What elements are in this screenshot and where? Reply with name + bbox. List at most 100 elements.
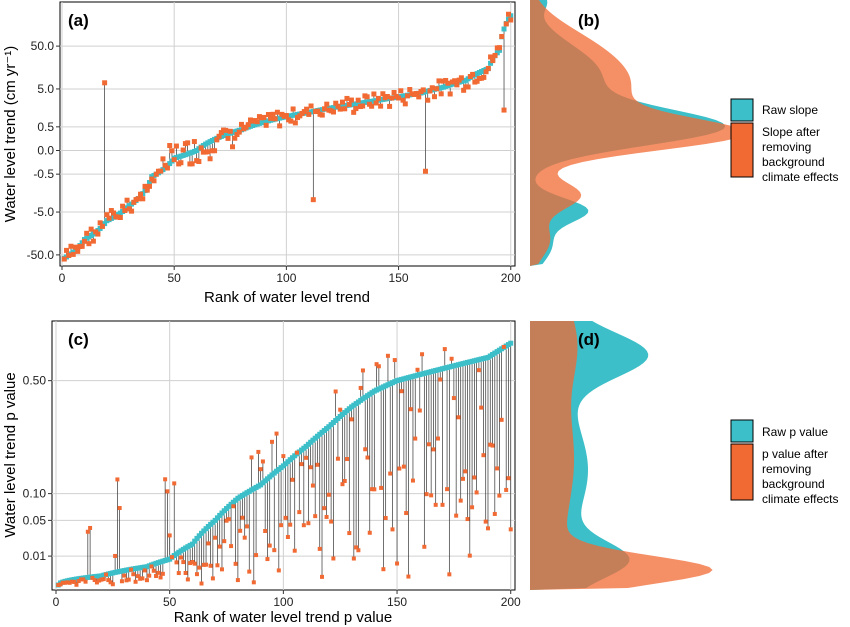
panel-c-adjusted-point <box>233 561 238 566</box>
panel-c-xtick-label-3: 150 <box>387 595 407 609</box>
panel-a-adjusted-point <box>106 215 112 221</box>
panel-c-adjusted-point <box>499 417 504 422</box>
panel-c-adjusted-point <box>76 579 81 584</box>
panel-a-adjusted-point <box>452 78 458 84</box>
panel-c-adjusted-point <box>399 389 404 394</box>
panel-c-adjusted-point <box>408 407 413 412</box>
legend-d-adjusted-swatch <box>730 443 754 501</box>
panel-a-adjusted-point <box>263 122 269 128</box>
panel-c-adjusted-point <box>335 456 340 461</box>
panel-c-adjusted-point <box>474 490 479 495</box>
panel-c-adjusted-point <box>158 575 163 580</box>
panel-c-adjusted-point <box>295 450 300 455</box>
panel-c-adjusted-point <box>167 533 172 538</box>
panel-a-adjusted-point <box>68 243 74 249</box>
panel-c-adjusted-point <box>163 477 168 482</box>
panel-a-adjusted-point <box>353 106 359 112</box>
panel-c-adjusted-point <box>440 502 445 507</box>
legend-d-raw-label: Raw p value <box>762 425 828 439</box>
panel-a-adjusted-point <box>373 100 379 106</box>
panel-a-adjusted-point <box>290 106 296 112</box>
panel-c-adjusted-point <box>83 579 88 584</box>
panel-c-adjusted-point <box>370 487 375 492</box>
panel-a-ytick-label-6: 50.0 <box>31 39 55 53</box>
panel-a-raw-point <box>501 26 507 32</box>
panel-c-adjusted-point <box>506 476 511 481</box>
panel-c-adjusted-point <box>213 535 218 540</box>
panel-c-adjusted-point <box>481 453 486 458</box>
panel-c-adjusted-point <box>413 436 418 441</box>
panel-c-adjusted-point <box>58 582 63 587</box>
panel-a-y-ticks: -50.0 -5.0 -0.5 0.0 0.5 5.0 50.0 <box>27 39 60 262</box>
panel-c-adjusted-point <box>431 447 436 452</box>
panel-c-adjusted-point <box>365 455 370 460</box>
panel-a-adjusted-point <box>245 122 251 128</box>
panel-a-adjusted-point <box>239 121 245 127</box>
panel-c-adjusted-point <box>363 447 368 452</box>
panel-a-adjusted-point <box>214 137 220 143</box>
panel-a-adjusted-point <box>104 212 110 218</box>
panel-b-label: (b) <box>578 11 600 30</box>
panel-c-ylabel: Water level trend p value <box>2 372 19 537</box>
panel-a-adjusted-point <box>346 101 352 107</box>
panel-a-adjusted-point <box>160 156 166 162</box>
panel-c-adjusted-point <box>388 471 393 476</box>
panel-c-adjusted-point <box>424 492 429 497</box>
panel-a-adjusted-point <box>86 241 92 247</box>
panel-c-adjusted-point <box>281 454 286 459</box>
panel-a-ytick-label-1: -5.0 <box>33 205 54 219</box>
panel-c-adjusted-point <box>315 462 320 467</box>
legend-b-adjusted-label-4: climate effects <box>762 170 838 184</box>
panel-a-adjusted-point <box>171 157 177 163</box>
panel-c-adjusted-point <box>147 573 152 578</box>
panel-a-adjusted-point <box>436 78 442 84</box>
panel-a-adjusted-point <box>180 147 186 153</box>
panel-a-adjusted-point <box>84 230 90 236</box>
panel-a-adjusted-point <box>465 84 471 90</box>
panel-a-adjusted-point <box>102 80 108 86</box>
panel-a-adjusted-point <box>405 93 411 99</box>
panel-a-adjusted-point <box>501 107 507 113</box>
panel-a-adjusted-point <box>124 197 130 203</box>
panel-a-ytick-label-5: 5.0 <box>37 82 54 96</box>
panel-a-adjusted-point <box>88 226 94 232</box>
panel-c-adjusted-point <box>299 462 304 467</box>
panel-a-adjusted-point <box>348 97 354 103</box>
panel-c-adjusted-point <box>406 574 411 579</box>
panel-a-adjusted-point <box>470 71 476 77</box>
panel-c-adjusted-point <box>338 407 343 412</box>
panel-a-adjusted-point <box>198 145 204 151</box>
panel-a-adjusted-point <box>236 129 242 135</box>
panel-c-adjusted-point <box>322 506 327 511</box>
panel-a-adjusted-point <box>173 143 179 149</box>
panel-a-adjusted-point <box>429 85 435 91</box>
panel-a-adjusted-point <box>225 135 231 141</box>
panel-a-adjusted-point <box>243 124 249 130</box>
panel-c-adjusted-point <box>490 443 495 448</box>
panel-a-adjusted-point <box>438 91 444 97</box>
panel-c-adjusted-point <box>351 556 356 561</box>
panel-a-adjusted-point <box>488 54 494 60</box>
panel-c-adjusted-point <box>154 574 159 579</box>
panel-c-adjusted-point <box>404 511 409 516</box>
panel-a-adjusted-point <box>216 133 222 139</box>
panel-a-adjusted-point <box>272 116 278 122</box>
panel-c-adjusted-point <box>151 568 156 573</box>
panel-a-adjusted-point <box>70 251 76 257</box>
legend-d-raw-swatch <box>730 419 754 443</box>
panel-a-xtick-label-1: 50 <box>168 271 182 285</box>
panel-d-label: (d) <box>578 330 600 349</box>
panel-a-adjusted-point <box>138 191 144 197</box>
panel-c-adjusted-point <box>115 477 120 482</box>
panel-c-xlabel: Rank of water level trend p value <box>174 609 392 626</box>
panel-c-raw-points <box>55 340 514 588</box>
panel-a-adjusted-point <box>330 109 336 115</box>
panel-c-adjusted-point <box>56 583 61 587</box>
panel-a-adjusted-point <box>335 103 341 109</box>
panel-c-adjusted-point <box>144 578 149 583</box>
panel-c-adjusted-point <box>383 516 388 521</box>
panel-a-adjusted-point <box>414 90 420 96</box>
panel-a-adjusted-point <box>344 95 350 101</box>
panel-c-adjusted-point <box>156 570 161 575</box>
panel-c-adjusted-point <box>288 522 293 527</box>
